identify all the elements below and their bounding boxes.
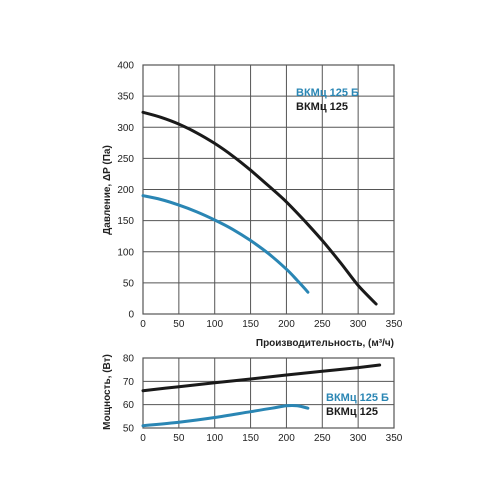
pressure-series-line-2 [141, 110, 378, 306]
pressure-y-tick-label: 0 [128, 310, 134, 321]
pressure-plot-frame [142, 64, 395, 315]
power-y-tick-label: 60 [123, 400, 135, 411]
pressure-y-tick-label: 200 [117, 185, 134, 196]
power-x-tick-label: 300 [350, 433, 367, 444]
pressure-y-tick-label: 400 [117, 61, 134, 72]
power-chart: 0 50 100 150 200 250 300 350 50 60 70 80 [123, 354, 403, 445]
pressure-x-tick-label: 50 [173, 319, 185, 330]
power-series-line-2 [141, 363, 382, 393]
power-x-tick-label: 200 [278, 433, 295, 444]
power-y-tick-label: 50 [123, 424, 135, 435]
pressure-x-tick-label: 100 [206, 319, 223, 330]
pressure-x-tick-label: 250 [314, 319, 331, 330]
power-legend-entry-1: ВКМц 125 Б [326, 392, 389, 404]
pressure-x-axis-label: Производительность, (м³/ч) [256, 338, 394, 349]
pressure-y-tick-label: 50 [123, 278, 135, 289]
pressure-y-tick-label: 350 [117, 92, 134, 103]
power-x-tick-label: 250 [314, 433, 331, 444]
pressure-series-line-1 [141, 194, 310, 294]
power-series-line-1 [141, 404, 310, 428]
power-x-tick-label: 150 [242, 433, 259, 444]
power-x-tick-label: 100 [206, 433, 223, 444]
pressure-y-tick-label: 250 [117, 154, 134, 165]
pressure-y-tick-label: 300 [117, 123, 134, 134]
power-x-tick-label: 350 [386, 433, 403, 444]
pressure-y-tick-label: 100 [117, 247, 134, 258]
pressure-chart: 0 50 100 150 200 250 300 350 0 50 100 150 200 250 300 3… [117, 61, 402, 331]
pressure-x-tick-label: 300 [350, 319, 367, 330]
pressure-legend-entry-2: ВКМц 125 [296, 101, 348, 113]
pressure-y-axis-label: Давление, ΔP (Па) [102, 145, 113, 235]
pressure-y-tick-label: 150 [117, 216, 134, 227]
power-x-tick-label: 50 [173, 433, 185, 444]
pressure-x-tick-label: 350 [386, 319, 403, 330]
pressure-x-tick-label: 0 [140, 319, 146, 330]
power-y-tick-label: 80 [123, 354, 135, 365]
power-legend-entry-2: ВКМц 125 [326, 406, 378, 418]
pressure-legend-entry-1: ВКМц 125 Б [296, 87, 359, 99]
pressure-x-tick-label: 200 [278, 319, 295, 330]
power-x-tick-label: 0 [140, 433, 146, 444]
power-plot-frame [142, 357, 395, 429]
power-y-axis-label: Мощность, (Вт) [102, 354, 113, 430]
pressure-x-tick-label: 150 [242, 319, 259, 330]
power-y-tick-label: 70 [123, 377, 135, 388]
